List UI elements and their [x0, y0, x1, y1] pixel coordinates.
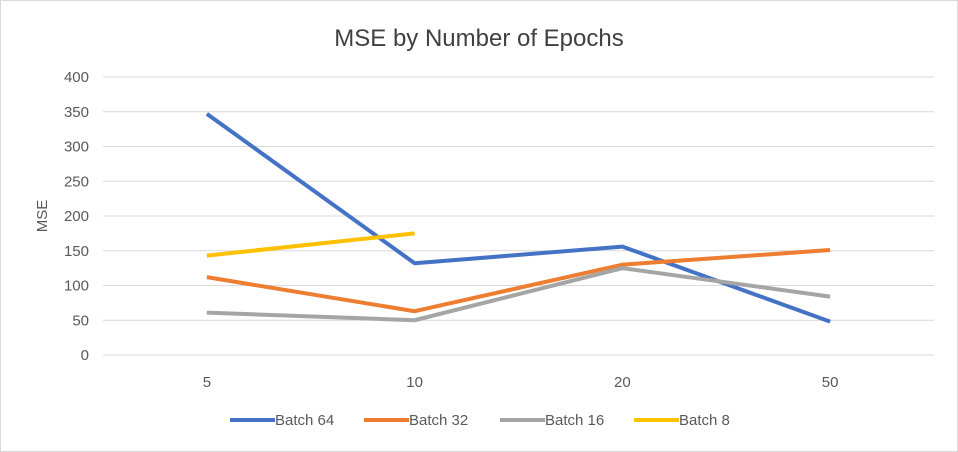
chart-title: MSE by Number of Epochs: [334, 25, 623, 52]
y-tick-label: 300: [64, 139, 89, 156]
y-tick-label: 200: [64, 208, 89, 225]
y-tick-label: 250: [64, 173, 89, 190]
y-tick-label: 50: [72, 312, 89, 329]
y-tick-label: 150: [64, 243, 89, 260]
y-tick-label: 100: [64, 278, 89, 295]
series-lines: [205, 112, 831, 324]
y-tick-label: 350: [64, 104, 89, 121]
legend-label: Batch 8: [679, 412, 730, 429]
x-axis-ticks: 5 10 20 50: [203, 374, 839, 391]
x-tick-label: 20: [614, 374, 631, 391]
series-line-batch-8: [206, 231, 415, 258]
series-line-batch-32: [206, 248, 831, 314]
legend-label: Batch 16: [545, 412, 604, 429]
legend-label: Batch 64: [275, 412, 334, 429]
x-tick-label: 50: [822, 374, 839, 391]
y-tick-label: 400: [64, 69, 89, 86]
legend: Batch 64 Batch 32 Batch 16 Batch 8: [230, 412, 730, 429]
series-line-batch-16: [206, 266, 831, 323]
legend-label: Batch 32: [409, 412, 468, 429]
gridlines: [103, 76, 934, 356]
y-axis-ticks: 0 50 100 150 200 250 300 350 400: [64, 69, 89, 364]
y-axis-label: MSE: [34, 200, 51, 233]
x-tick-label: 10: [406, 374, 423, 391]
x-tick-label: 5: [203, 374, 211, 391]
y-tick-label: 0: [81, 347, 89, 364]
